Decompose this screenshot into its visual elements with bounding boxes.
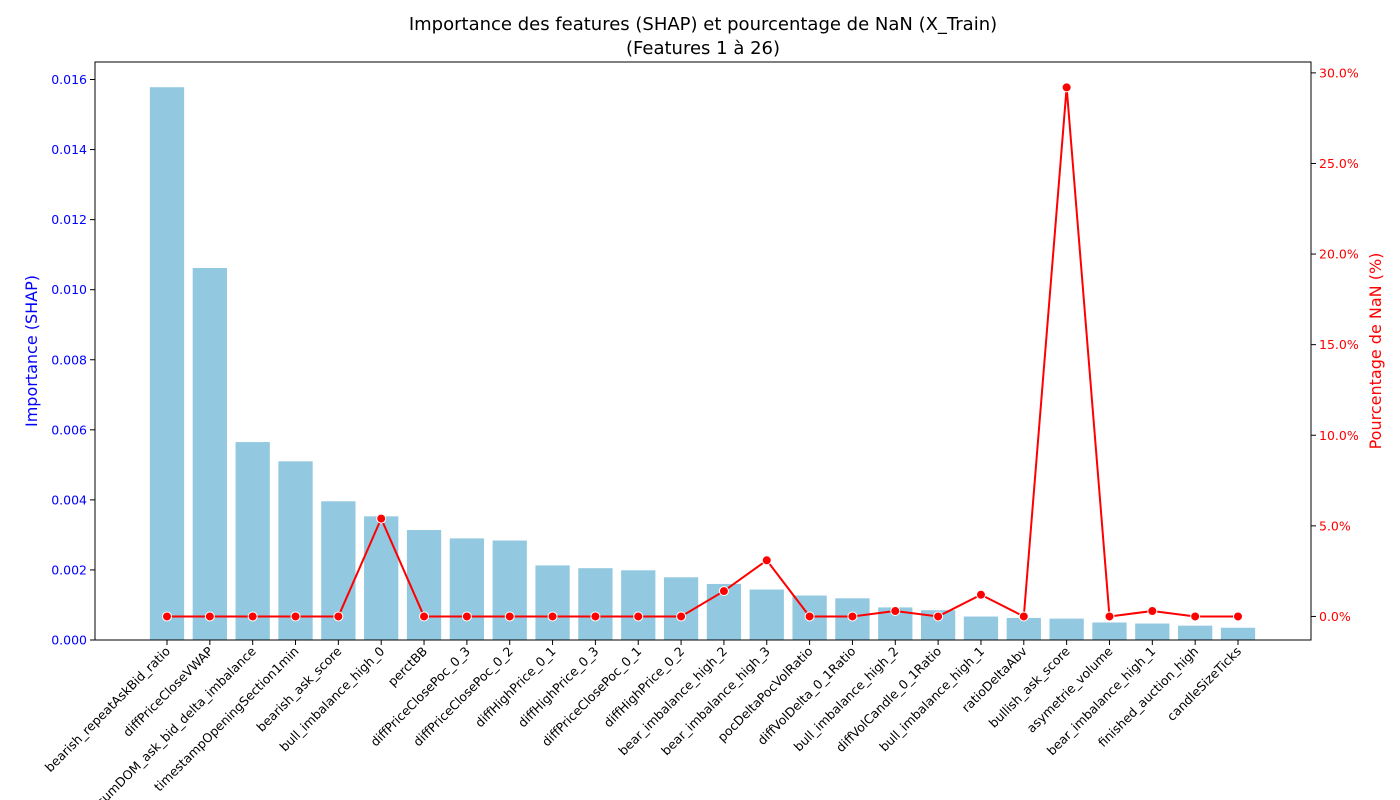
nan-point-timestampOpeningSection1min xyxy=(290,611,301,622)
bar-timestampOpeningSection1min xyxy=(278,461,313,640)
right-tick-label: 25.0% xyxy=(1319,156,1359,171)
right-axis: 0.0% 5.0% 10.0% 15.0% 20.0% 25.0% 30.0% xyxy=(1311,65,1359,624)
left-tick-label: 0.004 xyxy=(51,492,87,507)
nan-line xyxy=(167,87,1238,619)
x-axis: bearish_repeatAskBid_ratiodiffPriceClose… xyxy=(42,640,1244,800)
nan-point-finished_auction_high xyxy=(1190,611,1201,622)
bar-diffPriceClosePoc_0_3 xyxy=(449,538,485,640)
x-tick-label: diffHighPrice_0_3 xyxy=(515,644,602,731)
bar-bull_imbalance_high_1 xyxy=(963,616,999,640)
bar-diffHighPrice_0_1 xyxy=(535,565,570,640)
left-tick-label: 0.012 xyxy=(51,212,87,227)
nan-point-bull_imbalance_high_0 xyxy=(376,513,387,524)
right-tick-label: 15.0% xyxy=(1319,337,1359,352)
left-tick-label: 0.016 xyxy=(51,72,87,87)
nan-point-cumDOM_ask_bid_delta_imbalance xyxy=(247,611,258,622)
chart-title: Importance des features (SHAP) et pource… xyxy=(409,14,997,35)
nan-point-diffHighPrice_0_1 xyxy=(547,611,558,622)
nan-point-pocDeltaPocVolRatio xyxy=(804,611,815,622)
bar-bull_imbalance_high_0 xyxy=(364,516,399,640)
nan-point-asymetrie_volume xyxy=(1104,611,1115,622)
right-tick-label: 0.0% xyxy=(1319,609,1351,624)
bar-bearish_repeatAskBid_ratio xyxy=(149,87,185,641)
left-axis: 0.000 0.002 0.004 0.006 0.008 0.010 0.012 0.014… xyxy=(51,72,95,648)
x-tick-label: diffHighPrice_0_1 xyxy=(472,644,559,731)
right-tick-label: 20.0% xyxy=(1319,247,1359,262)
nan-point-diffVolCandle_0_1Ratio xyxy=(933,611,944,622)
nan-point-bull_imbalance_high_2 xyxy=(890,606,901,617)
right-tick-label: 30.0% xyxy=(1319,65,1359,80)
nan-point-ratioDeltaAbv xyxy=(1018,611,1029,622)
left-axis-label: Importance (SHAP) xyxy=(22,275,41,427)
nan-point-diffPriceClosePoc_0_1 xyxy=(633,611,644,622)
nan-point-diffHighPrice_0_2 xyxy=(676,611,687,622)
right-tick-label: 5.0% xyxy=(1319,518,1351,533)
bar-perctBB xyxy=(406,530,442,640)
bar-ratioDeltaAbv xyxy=(1006,617,1041,640)
nan-point-bullish_ask_score xyxy=(1061,82,1072,93)
bar-cumDOM_ask_bid_delta_imbalance xyxy=(235,442,270,640)
right-axis-label: Pourcentage de NaN (%) xyxy=(1366,253,1385,450)
left-tick-label: 0.014 xyxy=(51,142,87,157)
nan-point-bearish_ask_score xyxy=(333,611,344,622)
bar-finished_auction_high xyxy=(1178,625,1213,640)
bar-candleSizeTicks xyxy=(1220,627,1256,640)
nan-point-diffPriceCloseVWAP xyxy=(204,611,215,622)
left-tick-label: 0.002 xyxy=(51,562,87,577)
nan-point-diffVolDelta_0_1Ratio xyxy=(847,611,858,622)
bar-bear_imbalance_high_3 xyxy=(749,589,784,640)
left-tick-label: 0.006 xyxy=(51,422,87,437)
nan-line-group xyxy=(162,82,1243,622)
nan-point-bear_imbalance_high_2 xyxy=(718,586,729,597)
x-tick-label: bullish_ask_score xyxy=(986,643,1073,730)
nan-point-diffPriceClosePoc_0_2 xyxy=(504,611,515,622)
right-tick-label: 10.0% xyxy=(1319,428,1359,443)
left-tick-label: 0.000 xyxy=(51,633,87,648)
bar-asymetrie_volume xyxy=(1092,622,1127,640)
chart-subtitle: (Features 1 à 26) xyxy=(626,38,780,59)
nan-point-bear_imbalance_high_3 xyxy=(761,555,772,566)
bar-diffPriceCloseVWAP xyxy=(192,267,227,640)
bar-bear_imbalance_high_1 xyxy=(1135,623,1170,640)
x-tick-label: diffHighPrice_0_2 xyxy=(600,644,687,731)
plot-frame xyxy=(94,61,1312,641)
x-tick-label: candleSizeTicks xyxy=(1164,644,1244,724)
nan-point-diffPriceClosePoc_0_3 xyxy=(461,611,472,622)
bar-bullish_ask_score xyxy=(1049,618,1084,640)
nan-point-candleSizeTicks xyxy=(1233,611,1243,622)
nan-point-bear_imbalance_high_1 xyxy=(1147,606,1158,617)
bar-diffHighPrice_0_3 xyxy=(578,568,613,640)
left-tick-label: 0.008 xyxy=(51,352,87,367)
nan-point-bearish_repeatAskBid_ratio xyxy=(162,611,172,622)
nan-point-diffHighPrice_0_3 xyxy=(590,611,601,622)
nan-point-bull_imbalance_high_1 xyxy=(975,589,986,600)
bar-diffPriceClosePoc_0_1 xyxy=(621,570,656,640)
bar-diffPriceClosePoc_0_2 xyxy=(492,540,527,640)
left-tick-label: 0.010 xyxy=(51,282,87,297)
nan-point-perctBB xyxy=(419,611,430,622)
